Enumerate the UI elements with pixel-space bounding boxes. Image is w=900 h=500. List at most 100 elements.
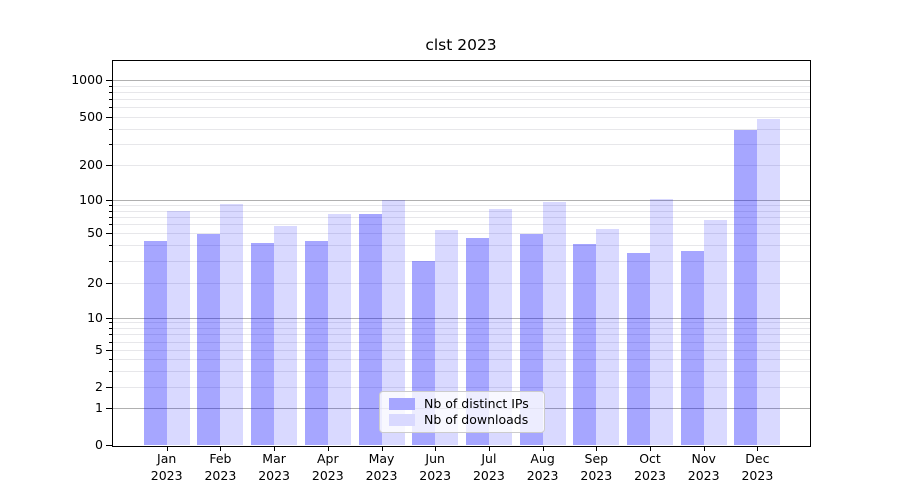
y-tick-label: 20: [87, 275, 103, 290]
x-tick-label-nov: Nov 2023: [687, 451, 720, 483]
y-minor-tick-mark: [109, 99, 112, 100]
minor-gridline: [113, 387, 810, 388]
bar-downloads-nov: [703, 219, 727, 445]
x-tick-label-apr: Apr 2023: [311, 451, 344, 483]
y-minor-tick-mark: [109, 224, 112, 226]
y-minor-tick-mark: [109, 370, 112, 372]
major-gridline: [113, 317, 810, 319]
y-tick-mark: [106, 408, 112, 409]
bar-downloads-jul: [488, 209, 512, 445]
x-tick-mark: [435, 446, 437, 451]
x-tick-label-jan: Jan 2023: [150, 451, 183, 483]
y-minor-tick-mark: [109, 85, 112, 87]
chart-title: clst 2023: [425, 36, 497, 54]
legend-swatch-downloads: [389, 414, 415, 427]
y-tick-label: 500: [79, 109, 103, 124]
y-tick-mark: [106, 80, 112, 81]
y-tick-mark: [106, 317, 112, 319]
bar-downloads-may: [381, 199, 405, 445]
y-tick-mark: [106, 445, 112, 446]
y-minor-tick-mark: [109, 128, 112, 130]
bar-distinct-ips-oct: [627, 252, 650, 445]
legend-item-distinct-ips: Nb of distinct IPs: [389, 396, 535, 411]
x-tick-label-jul: Jul 2023: [472, 451, 505, 483]
x-tick-mark: [381, 446, 383, 451]
y-tick-label: 100: [79, 192, 103, 207]
y-tick-mark: [106, 233, 112, 234]
bar-distinct-ips-sep: [573, 243, 597, 445]
x-tick-label-aug: Aug 2023: [526, 451, 559, 483]
minor-gridline: [113, 128, 810, 130]
minor-gridline: [113, 224, 810, 226]
x-tick-mark: [327, 446, 329, 451]
y-tick-label: 1000: [71, 72, 103, 87]
bar-downloads-aug: [542, 201, 566, 445]
minor-gridline: [113, 245, 810, 247]
minor-gridline: [113, 91, 810, 93]
bar-distinct-ips-dec: [734, 130, 758, 445]
x-tick-mark: [274, 446, 276, 451]
y-tick-mark: [106, 117, 112, 118]
minor-gridline: [113, 341, 810, 343]
minor-gridline: [113, 233, 810, 234]
minor-gridline: [113, 322, 810, 324]
y-tick-mark: [106, 200, 112, 201]
bar-downloads-jan: [166, 210, 190, 445]
y-tick-label: 5: [95, 342, 103, 357]
bar-downloads-mar: [274, 225, 298, 445]
minor-gridline: [113, 370, 810, 372]
y-minor-tick-mark: [109, 341, 112, 343]
y-minor-tick-mark: [109, 210, 112, 212]
y-minor-tick-mark: [109, 217, 112, 218]
x-tick-mark: [650, 446, 651, 451]
minor-gridline: [113, 210, 810, 212]
bar-distinct-ips-feb: [197, 234, 221, 445]
bar-distinct-ips-mar: [251, 242, 275, 445]
y-tick-mark: [106, 283, 112, 284]
bar-distinct-ips-may: [358, 214, 382, 445]
bar-downloads-oct: [650, 199, 673, 445]
major-gridline: [113, 80, 810, 81]
bar-downloads-feb: [220, 204, 244, 445]
minor-gridline: [113, 205, 810, 206]
minor-gridline: [113, 165, 810, 166]
x-tick-mark: [703, 446, 705, 451]
y-tick-mark: [106, 387, 112, 388]
plot-area: Nb of distinct IPs Nb of downloads: [112, 60, 811, 447]
y-minor-tick-mark: [109, 334, 112, 336]
minor-gridline: [113, 85, 810, 87]
minor-gridline: [113, 359, 810, 360]
y-tick-mark: [106, 350, 112, 351]
x-tick-mark: [542, 446, 544, 451]
bar-downloads-dec: [757, 119, 781, 445]
x-tick-mark: [166, 446, 168, 451]
y-minor-tick-mark: [109, 359, 112, 360]
x-tick-label-jun: Jun 2023: [419, 451, 452, 483]
minor-gridline: [113, 350, 810, 351]
x-tick-label-may: May 2023: [365, 451, 398, 483]
bar-downloads-apr: [327, 213, 351, 445]
bar-distinct-ips-jan: [143, 241, 167, 445]
y-tick-label: 2: [95, 379, 103, 394]
x-tick-label-sep: Sep 2023: [580, 451, 613, 483]
x-tick-label-mar: Mar 2023: [258, 451, 290, 483]
x-tick-mark: [220, 446, 222, 451]
x-tick-label-dec: Dec 2023: [741, 451, 774, 483]
y-tick-label: 50: [87, 225, 103, 240]
legend-label-downloads: Nb of downloads: [424, 412, 529, 428]
y-minor-tick-mark: [109, 107, 112, 109]
y-minor-tick-mark: [109, 322, 112, 324]
x-tick-mark: [488, 446, 490, 451]
y-tick-mark: [106, 165, 112, 166]
minor-gridline: [113, 99, 810, 100]
x-tick-mark: [596, 446, 598, 451]
y-tick-label: 200: [79, 157, 103, 172]
bar-downloads-sep: [596, 229, 620, 445]
x-tick-mark: [757, 446, 759, 451]
y-minor-tick-mark: [109, 205, 112, 206]
x-tick-label-feb: Feb 2023: [204, 451, 237, 483]
legend-item-downloads: Nb of downloads: [389, 413, 535, 427]
minor-gridline: [113, 143, 810, 145]
minor-gridline: [113, 117, 810, 118]
